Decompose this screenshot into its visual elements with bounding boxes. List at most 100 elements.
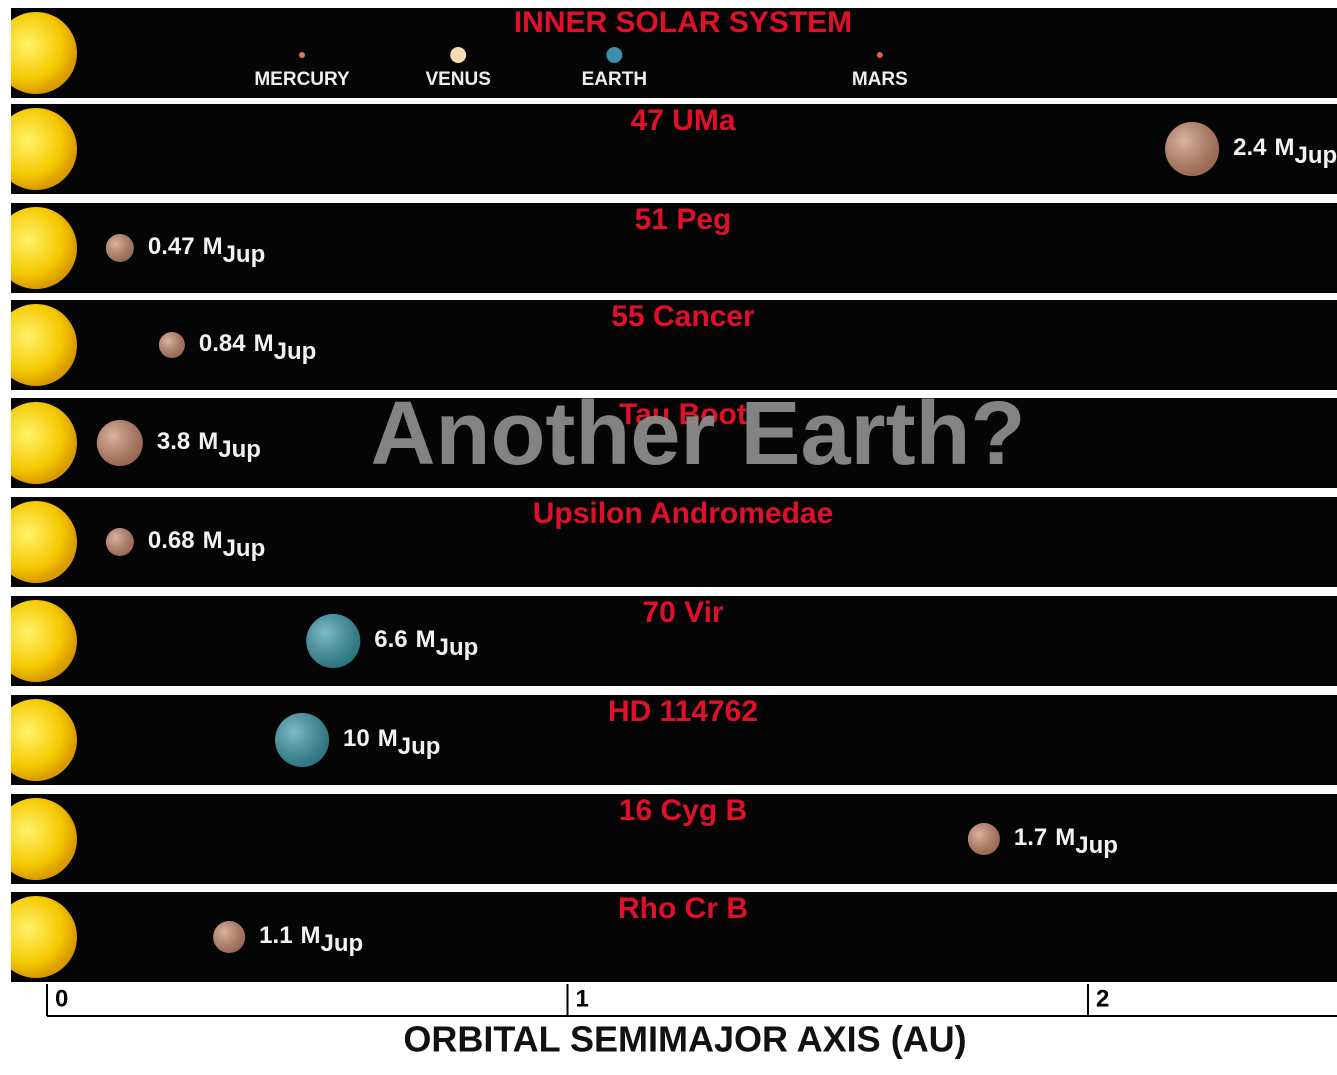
- mass-unit: M: [203, 527, 223, 554]
- planet-shade: [105, 528, 134, 556]
- planet-name: EARTH: [582, 69, 647, 90]
- planet-shade: [1165, 122, 1220, 176]
- sun: [11, 501, 77, 583]
- row-panel: [11, 794, 1337, 884]
- separator: [11, 488, 1337, 492]
- mass-unit: M: [1274, 134, 1294, 161]
- system-name: 70 Vir: [642, 596, 724, 629]
- sun: [11, 402, 77, 484]
- mass-label: 6.6 MJup: [374, 626, 478, 661]
- planet: [606, 47, 623, 63]
- axis-tick-label: 1: [576, 985, 589, 1012]
- mass-unit-sub: Jup: [223, 535, 266, 562]
- sun: [11, 798, 77, 880]
- row-panel: [11, 398, 1337, 488]
- separator: [11, 194, 1337, 198]
- system-name: 47 UMa: [630, 104, 735, 137]
- row-panel: [11, 203, 1337, 293]
- row-panel: [11, 8, 1337, 98]
- mass-unit-sub: Jup: [1075, 832, 1118, 859]
- system-name: 51 Peg: [635, 203, 732, 236]
- planet-shade: [275, 713, 330, 767]
- axis-tick-label: 0: [55, 985, 68, 1012]
- planet-name: MERCURY: [254, 69, 350, 90]
- mass-unit: M: [254, 330, 274, 357]
- mass-label: 3.8 MJup: [157, 428, 261, 463]
- sun: [11, 12, 77, 94]
- separator: [11, 686, 1337, 690]
- mass-unit: M: [378, 725, 398, 752]
- mass-value: 3.8: [157, 428, 190, 455]
- separator: [11, 98, 1337, 102]
- planet-shade: [158, 332, 185, 358]
- mass-unit: M: [1055, 824, 1075, 851]
- mass-value: 2.4: [1233, 134, 1267, 161]
- planet-name: MARS: [852, 69, 908, 90]
- mass-value: 10: [343, 725, 370, 752]
- mass-unit: M: [301, 922, 321, 949]
- mass-label: 10 MJup: [343, 725, 440, 760]
- planet: [450, 47, 467, 63]
- mass-value: 0.84: [199, 330, 246, 357]
- system-name: 55 Cancer: [611, 300, 755, 333]
- mass-unit-sub: Jup: [321, 930, 364, 957]
- mass-value: 1.1: [259, 922, 292, 949]
- mass-label: 0.47 MJup: [148, 233, 265, 268]
- axis-title: ORBITAL SEMIMAJOR AXIS (AU): [403, 1019, 966, 1060]
- separator: [11, 293, 1337, 297]
- planet-shade: [213, 921, 246, 953]
- row-panel: [11, 596, 1337, 686]
- mass-label: 2.4 MJup: [1233, 134, 1337, 169]
- row-panel: [11, 695, 1337, 785]
- planet-name: VENUS: [425, 69, 490, 90]
- mass-unit-sub: Jup: [274, 338, 317, 365]
- sun: [11, 108, 77, 190]
- row-panel: [11, 497, 1337, 587]
- row-title: INNER SOLAR SYSTEM: [514, 6, 852, 39]
- system-name: 16 Cyg B: [619, 794, 747, 827]
- overlay-title: Another Earth?: [370, 384, 1025, 484]
- mass-unit: M: [203, 233, 223, 260]
- system-name: Tau Boot: [619, 398, 747, 431]
- planet-shade: [96, 420, 143, 466]
- mass-unit-sub: Jup: [1294, 142, 1337, 169]
- sun: [11, 699, 77, 781]
- separator: [11, 587, 1337, 591]
- axis-tick-label: 2: [1096, 985, 1109, 1012]
- mass-unit-sub: Jup: [218, 436, 261, 463]
- mass-value: 0.68: [148, 527, 195, 554]
- mass-unit-sub: Jup: [223, 241, 266, 268]
- separator: [11, 884, 1337, 888]
- system-name: HD 114762: [608, 695, 758, 728]
- panels: INNER SOLAR SYSTEM MERCURY VENUS EARTH MARS 4…: [11, 6, 1337, 986]
- row-panel: [11, 300, 1337, 390]
- planet-shade: [306, 614, 361, 668]
- separator: [11, 785, 1337, 789]
- separator: [11, 982, 1337, 986]
- mass-label: 1.1 MJup: [259, 922, 363, 957]
- mass-value: 0.47: [148, 233, 195, 260]
- planet-shade: [967, 823, 1000, 855]
- mass-unit-sub: Jup: [436, 634, 479, 661]
- sun: [11, 304, 77, 386]
- system-name: Upsilon Andromedae: [533, 497, 834, 530]
- mass-value: 1.7: [1014, 824, 1047, 851]
- mass-unit: M: [198, 428, 218, 455]
- mass-unit-sub: Jup: [398, 733, 441, 760]
- separator: [11, 390, 1337, 394]
- row-panel: [11, 104, 1337, 194]
- system-name: Rho Cr B: [618, 892, 748, 925]
- sun: [11, 207, 77, 289]
- mass-label: 0.68 MJup: [148, 527, 265, 562]
- mass-unit: M: [416, 626, 436, 653]
- mass-label: 0.84 MJup: [199, 330, 316, 365]
- mass-label: 1.7 MJup: [1014, 824, 1118, 859]
- sun: [11, 600, 77, 682]
- sun: [11, 896, 77, 978]
- planet: [876, 52, 883, 58]
- mass-value: 6.6: [374, 626, 407, 653]
- planet-shade: [105, 234, 134, 262]
- planet: [299, 52, 306, 58]
